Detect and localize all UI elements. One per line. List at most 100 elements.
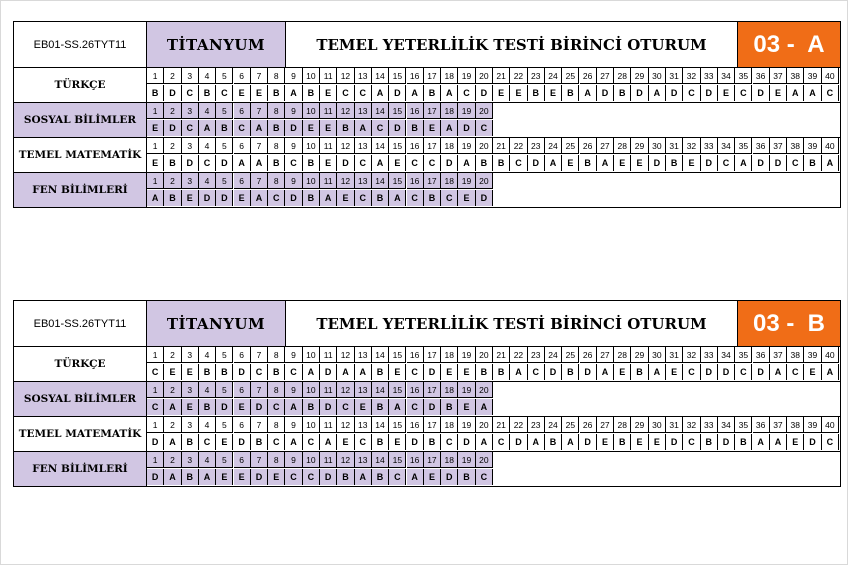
question-number: 26 xyxy=(579,68,597,84)
answer-letter: D xyxy=(216,190,234,206)
question-number: 34 xyxy=(717,347,736,363)
answer-letter: D xyxy=(753,155,770,171)
question-number: 2 xyxy=(164,417,182,433)
answer-letter: E xyxy=(389,364,407,380)
question-number: 5 xyxy=(216,103,234,119)
question-number: 28 xyxy=(614,417,632,433)
answer-letter: E xyxy=(804,364,822,380)
question-number: 17 xyxy=(423,452,442,468)
answer-letter: B xyxy=(303,85,320,101)
question-number: 28 xyxy=(614,68,632,84)
answer-letter: A xyxy=(147,190,165,206)
question-number: 4 xyxy=(198,68,217,84)
answer-letter: A xyxy=(406,469,424,485)
answer-letter: A xyxy=(441,85,459,101)
question-number: 23 xyxy=(527,347,545,363)
question-number: 7 xyxy=(250,68,269,84)
block-header: EB01-SS.26TYT11 TİTANYUM TEMEL YETERLİLİ… xyxy=(13,21,841,68)
answer-letter: E xyxy=(268,469,286,485)
answer-letter: D xyxy=(389,85,407,101)
answer-letter: D xyxy=(234,364,251,380)
answer-letter: B xyxy=(303,155,320,171)
answer-letter: E xyxy=(389,155,407,171)
question-number: 34 xyxy=(717,138,736,154)
answer-letter: B xyxy=(199,85,217,101)
answer-letter: E xyxy=(320,155,338,171)
question-number: 32 xyxy=(683,138,701,154)
answer-letter: A xyxy=(285,434,303,450)
question-number: 24 xyxy=(544,417,563,433)
question-grid: 1 B 2 D 3 C 4 B 5 C 6 E 7 E 8 B 9 A 10 B 11 E 12 C 13 C 14 A 15 D 16 A 1… xyxy=(147,68,840,102)
answer-letter: D xyxy=(216,399,234,415)
question-number: 1 xyxy=(147,347,165,363)
question-number: 24 xyxy=(544,68,563,84)
answer-letter: B xyxy=(216,120,234,136)
answer-letter: E xyxy=(493,85,511,101)
question-grid: 1 D 2 A 3 B 4 C 5 E 6 D 7 B 8 C 9 A 10 C 11 A 12 E 13 C 14 B 15 E 16 D 1… xyxy=(147,417,840,451)
answer-letter: C xyxy=(302,469,320,485)
question-number: 20 xyxy=(475,452,493,468)
answer-letter: E xyxy=(562,155,580,171)
question-number: 4 xyxy=(198,382,217,398)
question-number: 33 xyxy=(700,138,718,154)
answer-letter: A xyxy=(597,364,615,380)
answer-letter: D xyxy=(389,120,407,136)
answer-letter: E xyxy=(770,85,788,101)
answer-letter: A xyxy=(649,364,666,380)
question-number: 8 xyxy=(268,173,286,189)
answer-letter: D xyxy=(701,155,718,171)
answer-letter: A xyxy=(320,190,338,206)
answer-letter: A xyxy=(562,434,580,450)
answer-letter: B xyxy=(493,155,511,171)
question-number: 1 xyxy=(147,68,165,84)
answer-letter: C xyxy=(424,155,442,171)
question-number: 29 xyxy=(631,417,649,433)
answer-letter: D xyxy=(320,364,338,380)
question-number: 22 xyxy=(510,68,528,84)
answer-letter: C xyxy=(268,190,286,206)
question-number: 10 xyxy=(302,68,320,84)
answer-letter: C xyxy=(683,434,701,450)
answer-letter: C xyxy=(337,399,355,415)
question-number: 13 xyxy=(354,382,372,398)
answer-letter: B xyxy=(666,155,684,171)
question-number: 1 xyxy=(147,382,165,398)
question-number: 5 xyxy=(216,68,234,84)
question-number: 20 xyxy=(475,173,493,189)
question-number: 19 xyxy=(458,68,476,84)
question-number: 4 xyxy=(198,138,217,154)
question-number: 21 xyxy=(493,347,511,363)
answer-letter: B xyxy=(614,434,632,450)
answer-letter: B xyxy=(337,469,355,485)
question-number: 2 xyxy=(164,452,182,468)
answer-letter: A xyxy=(649,85,666,101)
answer-letter: A xyxy=(198,469,217,485)
question-number: 19 xyxy=(458,103,476,119)
question-number: 14 xyxy=(371,417,390,433)
answer-letter: B xyxy=(528,85,545,101)
question-number: 39 xyxy=(804,417,822,433)
answer-letter: A xyxy=(528,434,545,450)
question-number: 40 xyxy=(821,347,839,363)
answer-letter: E xyxy=(423,469,442,485)
question-number: 3 xyxy=(181,173,199,189)
question-number: 30 xyxy=(648,347,666,363)
answer-letter: C xyxy=(268,434,286,450)
question-number: 14 xyxy=(371,138,390,154)
answer-letter: C xyxy=(787,155,805,171)
answer-letter: B xyxy=(216,364,234,380)
answer-letter: C xyxy=(371,120,390,136)
question-number: 3 xyxy=(181,417,199,433)
answer-letter: E xyxy=(233,469,251,485)
question-number: 2 xyxy=(164,173,182,189)
answer-letter: A xyxy=(545,155,563,171)
subject-row-fen: FEN BİLİMLERİ 1 D 2 A 3 B 4 A 5 E 6 E 7 D 8 E 9 C 10 C 11 D 12… xyxy=(14,452,840,487)
question-number: 12 xyxy=(337,173,355,189)
question-number: 20 xyxy=(475,417,493,433)
booklet-name: TİTANYUM xyxy=(147,22,286,67)
question-number: 27 xyxy=(596,347,615,363)
answer-letter: D xyxy=(337,155,355,171)
question-number: 34 xyxy=(717,68,736,84)
answer-letter: E xyxy=(320,120,338,136)
question-grid: 1 D 2 A 3 B 4 A 5 E 6 E 7 D 8 E 9 C 10 C 11 D 12 B 13 A 14 B 15 C 16 A 1… xyxy=(147,452,840,486)
